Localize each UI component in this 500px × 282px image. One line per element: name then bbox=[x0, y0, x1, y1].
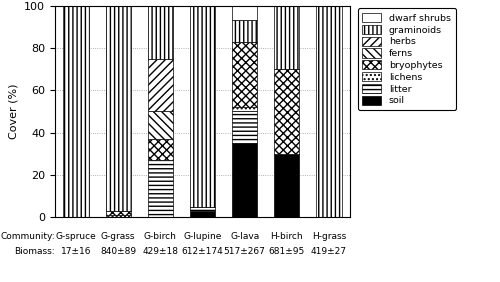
Text: G-spruce: G-spruce bbox=[56, 232, 96, 241]
Text: Biomass:: Biomass: bbox=[14, 247, 55, 256]
Bar bbox=[148, 6, 173, 59]
Text: 419±27: 419±27 bbox=[311, 247, 347, 256]
Bar bbox=[232, 41, 258, 107]
Text: G-lava: G-lava bbox=[230, 232, 260, 241]
Text: H-birch: H-birch bbox=[270, 232, 303, 241]
Bar bbox=[232, 6, 258, 21]
Bar bbox=[274, 6, 299, 69]
Legend: dwarf shrubs, graminoids, herbs, ferns, bryophytes, lichens, litter, soil: dwarf shrubs, graminoids, herbs, ferns, … bbox=[358, 8, 456, 110]
Bar bbox=[274, 69, 299, 154]
Text: 840±89: 840±89 bbox=[100, 247, 136, 256]
Text: H-grass: H-grass bbox=[312, 232, 346, 241]
Text: 612±174: 612±174 bbox=[182, 247, 224, 256]
Bar bbox=[232, 107, 258, 111]
Text: 517±267: 517±267 bbox=[224, 247, 266, 256]
Bar bbox=[148, 59, 173, 111]
Bar bbox=[148, 111, 173, 139]
Text: Community:: Community: bbox=[0, 232, 55, 241]
Bar bbox=[274, 154, 299, 217]
Bar bbox=[232, 111, 258, 143]
Bar bbox=[148, 160, 173, 217]
Text: G-birch: G-birch bbox=[144, 232, 177, 241]
Text: 17±16: 17±16 bbox=[61, 247, 92, 256]
Bar bbox=[316, 6, 342, 217]
Text: 429±18: 429±18 bbox=[142, 247, 178, 256]
Bar bbox=[148, 139, 173, 160]
Bar bbox=[106, 211, 131, 215]
Text: 681±95: 681±95 bbox=[268, 247, 305, 256]
Bar bbox=[232, 143, 258, 217]
Bar bbox=[190, 6, 215, 206]
Bar bbox=[190, 211, 215, 217]
Bar bbox=[106, 215, 131, 217]
Bar bbox=[64, 6, 88, 217]
Text: G-grass: G-grass bbox=[101, 232, 136, 241]
Bar bbox=[190, 206, 215, 211]
Y-axis label: Cover (%): Cover (%) bbox=[8, 84, 18, 139]
Text: G-lupine: G-lupine bbox=[184, 232, 222, 241]
Bar bbox=[232, 21, 258, 41]
Bar bbox=[106, 6, 131, 211]
